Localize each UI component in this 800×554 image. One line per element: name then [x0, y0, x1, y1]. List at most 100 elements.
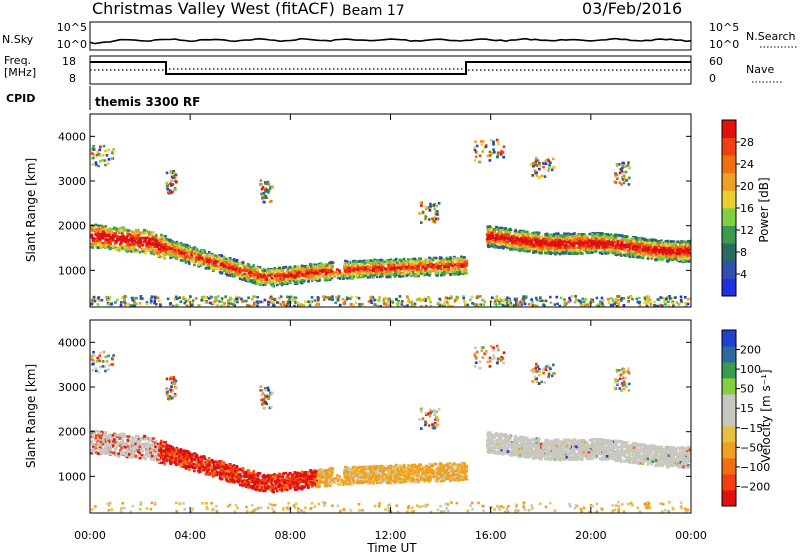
power-echo: [355, 272, 359, 276]
power-echo: [439, 267, 443, 270]
power-echo: [623, 235, 627, 238]
power-echo: [644, 297, 647, 301]
power-echo: [646, 257, 650, 260]
power-echo: [220, 266, 223, 269]
power-echo: [318, 264, 321, 268]
power-echo: [581, 238, 585, 242]
power-echo: [479, 303, 482, 306]
power-echo: [340, 272, 344, 276]
power-echo: [638, 244, 642, 247]
power-echo: [684, 301, 687, 305]
power-echo: [296, 279, 299, 282]
power-echo: [163, 257, 166, 260]
power-echo: [679, 299, 683, 302]
power-echo: [352, 275, 356, 279]
power-echo: [238, 267, 242, 270]
power-echo: [398, 258, 402, 262]
power-echo: [96, 234, 99, 237]
power-echo: [601, 241, 604, 244]
power-echo: [370, 299, 373, 303]
power-echo: [246, 275, 250, 278]
power-echo: [520, 233, 524, 236]
power-echo: [478, 305, 481, 308]
power-echo: [564, 251, 568, 255]
power-echo: [574, 249, 578, 252]
power-echo: [237, 267, 240, 270]
power-echo: [680, 249, 683, 253]
power-echo: [381, 274, 384, 278]
power-echo: [150, 248, 154, 252]
power-echo: [184, 299, 188, 303]
power-echo: [235, 295, 238, 299]
power-echo: [418, 261, 421, 264]
power-echo: [670, 240, 674, 243]
power-echo: [376, 304, 380, 308]
power-echo: [266, 273, 269, 276]
power-echo: [96, 303, 100, 306]
power-echo: [383, 296, 387, 300]
power-echo: [357, 270, 361, 273]
power-echo: [551, 249, 555, 253]
power-echo: [387, 266, 390, 270]
power-echo: [93, 225, 96, 228]
power-echo: [234, 267, 238, 270]
power-echo: [145, 243, 149, 247]
power-echo: [109, 246, 112, 250]
power-echo: [405, 262, 408, 266]
power-echo: [516, 231, 520, 234]
power-echo: [630, 243, 633, 246]
power-echo: [391, 264, 394, 267]
power-echo: [621, 234, 624, 238]
power-echo: [556, 251, 560, 255]
power-echo: [669, 297, 672, 300]
power-echo: [567, 233, 570, 237]
power-echo: [316, 268, 320, 272]
power-echo: [221, 259, 224, 262]
power-echo: [533, 231, 537, 235]
power-echo: [415, 268, 419, 272]
power-echo: [241, 273, 244, 277]
power-echo: [673, 257, 677, 261]
power-echo: [296, 273, 299, 276]
power-echo: [506, 296, 509, 300]
power-echo: [90, 229, 94, 233]
power-echo: [121, 232, 124, 235]
power-echo: [544, 251, 547, 255]
power-echo: [145, 302, 149, 306]
power-echo: [214, 296, 218, 299]
power-echo: [442, 263, 445, 267]
power-echo: [650, 241, 653, 245]
power-echo: [408, 270, 411, 274]
power-echo: [369, 265, 373, 269]
power-echo: [298, 304, 301, 308]
power-echo: [344, 266, 347, 270]
power-echo: [146, 249, 149, 252]
power-echo: [653, 250, 656, 253]
power-echo: [257, 301, 261, 304]
power-echo: [307, 279, 310, 283]
power-echo: [643, 301, 647, 305]
power-echo: [295, 268, 299, 272]
power-echo: [534, 247, 537, 250]
power-echo: [278, 266, 282, 270]
power-echo: [475, 296, 479, 300]
power-echo: [165, 237, 169, 241]
power-echo: [389, 272, 393, 276]
power-echo: [106, 298, 109, 301]
power-echo: [673, 242, 677, 245]
power-echo: [638, 256, 642, 259]
power-echo: [229, 296, 232, 300]
power-echo: [253, 281, 256, 284]
power-echo: [395, 298, 399, 301]
power-echo: [322, 298, 326, 301]
nsky-tick-top: 10^5: [57, 21, 87, 34]
power-echo: [549, 238, 552, 242]
power-echo: [375, 258, 379, 262]
power-echo: [424, 267, 428, 271]
power-echo: [564, 232, 568, 236]
power-echo: [584, 244, 588, 247]
power-echo: [172, 246, 176, 249]
power-echo: [278, 282, 282, 285]
power-echo: [118, 236, 121, 239]
power-echo: [453, 269, 456, 273]
